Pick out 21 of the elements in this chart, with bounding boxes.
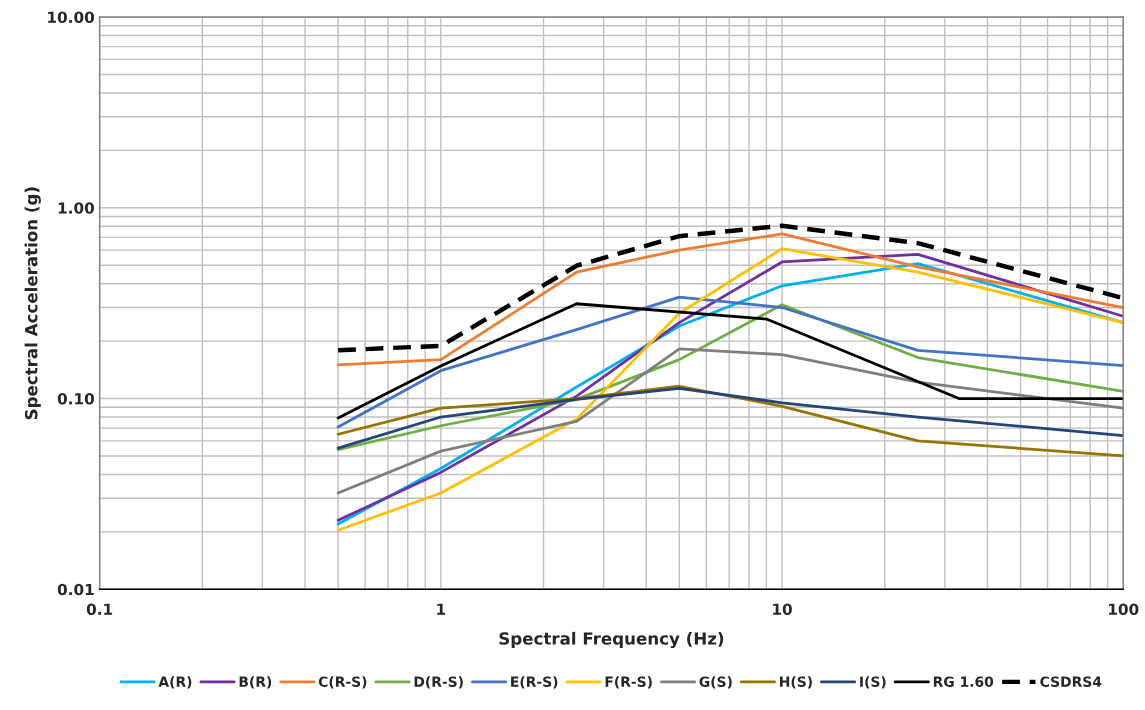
legend-label: RG 1.60: [933, 676, 994, 687]
y-tick-label: 1.00: [58, 202, 95, 214]
legend-label: CSDRS4: [1040, 676, 1102, 687]
legend-label: E(R-S): [511, 676, 558, 689]
legend-label: H(S): [780, 676, 812, 689]
y-tick-label: 10.00: [48, 11, 95, 24]
y-tick-label: 0.01: [57, 583, 94, 596]
x-tick-label: 100: [1109, 603, 1139, 616]
x-tick-label: 0.1: [86, 603, 113, 616]
legend-label: D(R-S): [414, 676, 463, 689]
legend-label: G(S): [699, 676, 732, 689]
x-axis-title: Spectral Frequency (Hz): [499, 631, 724, 649]
legend-label: C(R-S): [318, 676, 367, 689]
legend-label: I(S): [860, 676, 886, 689]
y-tick-label: 0.10: [57, 393, 95, 405]
y-axis-title: Spectral Acceleration (g): [24, 187, 41, 420]
x-tick-label: 1: [437, 603, 446, 615]
x-tick-label: 10: [773, 603, 792, 616]
legend-label: A(R): [158, 676, 192, 689]
legend-label: B(R): [239, 676, 272, 689]
legend-label: F(R-S): [605, 676, 652, 689]
